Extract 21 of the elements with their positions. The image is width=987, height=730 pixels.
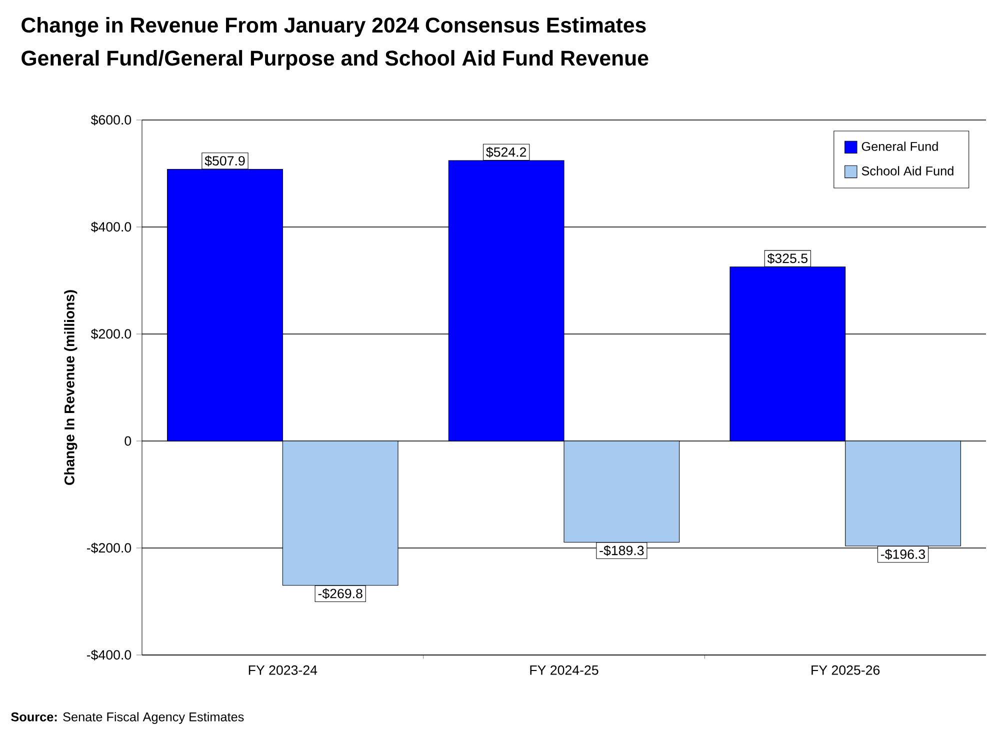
x-tick-label: FY 2025-26	[812, 665, 880, 675]
x-tick-label: FY 2024-25	[530, 665, 598, 675]
x-tick-label: FY 2023-24	[248, 665, 318, 675]
y-tick-label: $600.0	[90, 114, 132, 126]
legend-label: General Fund	[862, 142, 938, 151]
text: Source: Senate Fiscal Agency Estimates	[11, 712, 244, 724]
legend-label: School Aid Fund	[862, 166, 954, 176]
data-label: -$196.3	[880, 548, 926, 560]
data-label: $524.2	[486, 146, 526, 158]
data-label: $325.5	[767, 253, 808, 264]
y-tick-label: $400.0	[90, 222, 132, 232]
y-axis-title: Change In Revenue (millions)	[64, 290, 78, 485]
chart-title: Change in Revenue From January 2024 Consensus Estimates	[22, 17, 646, 37]
data-label: -$189.3	[600, 545, 644, 556]
data-label: $507.9	[204, 156, 245, 166]
y-tick-label: $200.0	[90, 328, 132, 340]
data-label: -$269.8	[318, 588, 362, 600]
chart-subtitle: General Fund/General Purpose and School Aid Fund Revenue	[22, 50, 648, 70]
y-tick-label: 0	[124, 436, 132, 446]
y-tick-label: -$200.0	[86, 542, 132, 554]
y-tick-label: -$400.0	[86, 650, 132, 660]
